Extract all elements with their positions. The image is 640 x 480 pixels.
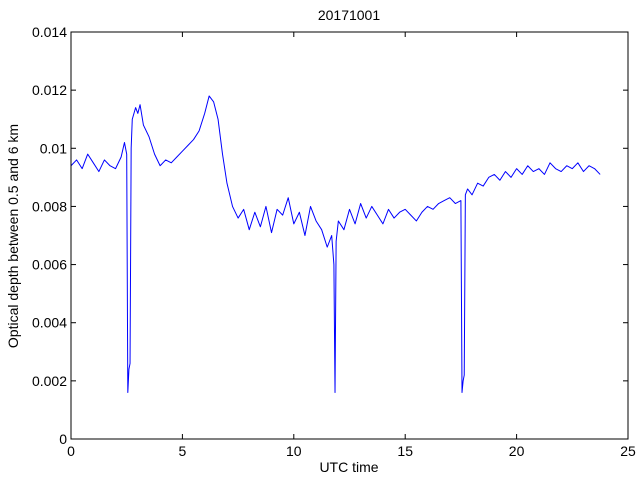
- x-tick-label: 10: [286, 443, 302, 459]
- y-tick-label: 0.01: [40, 140, 67, 156]
- x-tick-label: 0: [67, 443, 75, 459]
- y-tick-label: 0.012: [32, 82, 67, 98]
- y-axis-label: Optical depth between 0.5 and 6 km: [5, 124, 21, 348]
- y-tick-label: 0: [59, 431, 67, 447]
- plot-area-frame: [70, 31, 629, 440]
- tick-layer: 0 5 10 15 20 25 0 0.002 0.004 0.006 0.008 0.01 0.012…: [32, 24, 636, 459]
- y-tick-label: 0.004: [32, 315, 67, 331]
- chart-title: 20171001: [318, 7, 381, 23]
- y-tick-label: 0.014: [32, 24, 67, 40]
- y-tick-label: 0.008: [32, 198, 67, 214]
- x-tick-label: 15: [397, 443, 413, 459]
- series-layer: [70, 95, 601, 393]
- series-line: [70, 95, 601, 393]
- x-tick-label: 5: [179, 443, 187, 459]
- x-axis-label: UTC time: [319, 459, 378, 475]
- x-tick-label: 20: [509, 443, 525, 459]
- x-tick-label: 25: [620, 443, 636, 459]
- y-tick-label: 0.006: [32, 257, 67, 273]
- y-tick-label: 0.002: [32, 373, 67, 389]
